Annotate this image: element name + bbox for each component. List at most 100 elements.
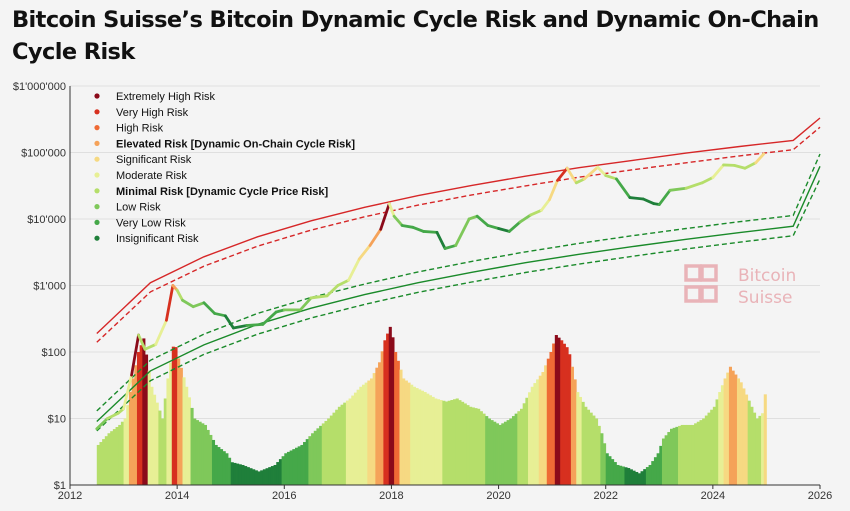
x-tick-label: 2018 [379, 490, 403, 502]
onchain-risk-bar [388, 326, 392, 485]
onchain-risk-bar [565, 347, 569, 485]
price-segment [422, 230, 439, 234]
price-segment [191, 301, 206, 309]
onchain-risk-bar [664, 435, 668, 485]
onchain-risk-bar [573, 379, 577, 485]
price-segment [181, 298, 195, 309]
onchain-risk-bar [225, 453, 229, 485]
price-segment [411, 225, 425, 233]
onchain-risk-bar [198, 421, 202, 485]
onchain-risk-bar [648, 464, 652, 485]
onchain-risk-bar [761, 413, 765, 485]
onchain-risk-bar [501, 423, 505, 485]
price-segment [130, 333, 140, 377]
onchain-risk-bar [112, 429, 116, 485]
onchain-risk-bar [380, 351, 384, 485]
onchain-risk-bar [656, 453, 660, 485]
onchain-risk-bar [595, 418, 599, 485]
onchain-risk-bar [511, 416, 516, 485]
onchain-risk-bar [139, 345, 143, 485]
onchain-risk-bar [396, 360, 400, 485]
price-segment [574, 177, 586, 185]
onchain-risk-bar [370, 378, 374, 485]
price-segment [175, 288, 184, 302]
onchain-risk-bar [707, 412, 711, 485]
onchain-risk-bar [257, 471, 261, 485]
price-segment [641, 197, 656, 206]
onchain-risk-bar [254, 470, 258, 485]
onchain-risk-bar [348, 398, 352, 485]
legend-swatch [94, 109, 100, 115]
onchain-risk-bar [675, 426, 679, 485]
price-segment [657, 188, 672, 206]
price-segment [261, 310, 278, 326]
onchain-risk-bar [324, 420, 328, 485]
onchain-risk-bar [217, 447, 221, 485]
onchain-risk-bar [528, 392, 532, 485]
onchain-risk-bar [311, 433, 315, 485]
onchain-risk-bar [185, 386, 189, 485]
onchain-risk-bar [335, 409, 339, 485]
onchain-risk-bar [166, 378, 170, 485]
onchain-risk-bar [303, 442, 307, 485]
onchain-risk-bar [525, 397, 529, 485]
price-segment [106, 411, 120, 420]
price-segment [507, 220, 522, 233]
onchain-risk-bar [586, 409, 591, 485]
onchain-risk-bar [286, 451, 291, 485]
onchain-risk-bar [361, 384, 366, 485]
onchain-risk-bar [321, 423, 325, 485]
onchain-risk-bar [211, 439, 216, 485]
onchain-risk-bar [260, 470, 264, 485]
onchain-risk-bar [99, 442, 103, 485]
onchain-risk-bar [611, 459, 615, 485]
price-series [95, 152, 766, 431]
onchain-risk-bar [715, 399, 719, 485]
onchain-risk-bar [549, 352, 553, 485]
onchain-risk-bar [145, 354, 149, 485]
onchain-risk-bar [284, 453, 288, 485]
price-segment [298, 296, 313, 312]
onchain-risk-bar [637, 473, 641, 485]
price-segment [596, 165, 608, 177]
onchain-risk-bar [632, 470, 636, 485]
legend-label: Extremely High Risk [116, 91, 216, 103]
onchain-risk-bar [281, 456, 285, 485]
onchain-risk-bar [372, 373, 376, 485]
onchain-risk-bar [694, 423, 698, 485]
onchain-risk-bar [704, 415, 708, 485]
price-segment [565, 166, 578, 185]
legend-label: Low Risk [116, 202, 161, 214]
onchain-risk-bar [107, 433, 111, 485]
onchain-risk-bar [305, 439, 309, 485]
onchain-risk-bar [222, 451, 226, 485]
onchain-risk-bar [699, 420, 703, 485]
onchain-risk-bar [520, 408, 524, 485]
onchain-risk-bar [718, 392, 722, 485]
onchain-risk-bar [469, 406, 473, 485]
onchain-risk-bar [402, 378, 406, 485]
onchain-risk-bar [353, 392, 358, 485]
onchain-risk-bar [482, 413, 486, 485]
y-tick-label: $1 [54, 480, 66, 492]
onchain-risk-bar [643, 469, 647, 485]
onchain-risk-bar [367, 380, 371, 485]
onchain-risk-bar [688, 424, 692, 485]
onchain-risk-bar [445, 401, 449, 485]
x-tick-label: 2016 [272, 490, 296, 502]
onchain-risk-bar [712, 406, 716, 485]
onchain-risk-bar [605, 453, 609, 485]
onchain-risk-bar [238, 464, 242, 485]
onchain-risk-bar [102, 439, 106, 485]
band-line-4 [96, 178, 821, 432]
onchain-risk-bar [442, 400, 446, 485]
price-segment [582, 165, 600, 181]
price-segment [379, 202, 391, 231]
price-segment [518, 213, 533, 224]
y-tick-label: $10 [48, 414, 66, 426]
onchain-risk-bar [418, 389, 422, 485]
onchain-risk-bar [319, 425, 323, 485]
price-segment [245, 323, 265, 327]
onchain-risk-bar [351, 395, 355, 485]
onchain-risk-bar [608, 456, 612, 485]
